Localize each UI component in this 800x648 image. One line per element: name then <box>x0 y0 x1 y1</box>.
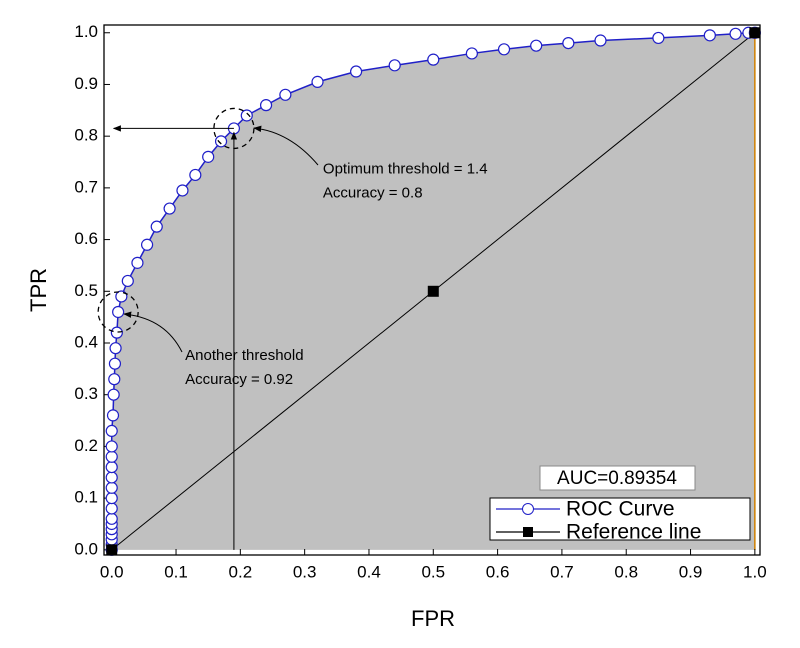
marker <box>214 135 228 148</box>
marker <box>108 373 121 386</box>
marker <box>105 424 118 438</box>
marker <box>176 184 189 197</box>
legend-marker <box>523 527 533 537</box>
x-tick-label: 0.9 <box>679 562 703 581</box>
marker <box>105 450 118 463</box>
marker <box>427 53 440 66</box>
y-tick-label: 0.7 <box>74 177 98 196</box>
marker <box>652 31 665 45</box>
marker <box>108 357 122 370</box>
x-tick-label: 1.0 <box>743 562 767 581</box>
marker <box>112 305 125 319</box>
marker <box>105 502 118 515</box>
marker <box>562 36 575 50</box>
y-tick-label: 0.4 <box>74 332 98 351</box>
x-tick-label: 0.5 <box>421 562 445 581</box>
marker <box>105 481 118 494</box>
x-tick-label: 0.6 <box>486 562 510 581</box>
marker <box>703 29 716 42</box>
y-tick-label: 0.0 <box>74 539 98 558</box>
legend-label: Reference line <box>566 521 701 544</box>
marker <box>388 59 401 72</box>
marker <box>121 274 134 288</box>
annotation-text: Accuracy = 0.8 <box>323 184 423 201</box>
marker <box>109 342 122 355</box>
marker <box>279 88 292 101</box>
marker <box>105 492 118 505</box>
marker <box>189 168 202 182</box>
marker <box>427 285 439 297</box>
highlight-circle <box>97 291 139 333</box>
annotation-text: Another threshold <box>185 347 303 364</box>
auc-box <box>539 465 696 491</box>
x-axis-label: FPR <box>411 606 455 631</box>
annotation-text: Accuracy = 0.92 <box>185 371 293 388</box>
marker <box>749 27 761 39</box>
marker <box>259 99 273 112</box>
marker <box>131 256 144 269</box>
x-tick-label: 0.2 <box>229 562 253 581</box>
x-tick-label: 0.4 <box>357 562 381 581</box>
marker <box>107 388 120 401</box>
annotation-arrow <box>253 125 319 166</box>
marker <box>729 27 742 40</box>
marker <box>105 512 118 525</box>
marker <box>140 238 154 251</box>
legend-marker <box>522 503 534 515</box>
plot-frame <box>103 24 761 556</box>
y-tick-label: 1.0 <box>74 22 98 41</box>
x-tick-label: 0.7 <box>550 562 574 581</box>
marker <box>497 43 511 56</box>
annotation-text: Optimum threshold = 1.4 <box>323 160 488 177</box>
auc-label: AUC=0.89354 <box>557 468 677 489</box>
legend-label: ROC Curve <box>566 498 675 521</box>
legend-box <box>489 497 751 541</box>
marker <box>115 290 128 303</box>
y-tick-label: 0.2 <box>74 436 98 455</box>
y-tick-label: 0.9 <box>74 74 98 93</box>
marker <box>105 460 118 474</box>
y-tick-label: 0.8 <box>74 126 98 145</box>
y-tick-label: 0.5 <box>74 281 98 300</box>
y-axis-label: TPR <box>26 268 51 312</box>
marker <box>105 440 118 453</box>
x-tick-label: 0.3 <box>293 562 317 581</box>
marker <box>311 75 324 88</box>
marker <box>240 109 253 122</box>
x-tick-label: 0.8 <box>614 562 638 581</box>
marker <box>202 150 215 163</box>
marker <box>150 220 163 233</box>
y-tick-label: 0.3 <box>74 384 98 403</box>
marker <box>106 409 120 422</box>
marker <box>465 47 478 60</box>
marker <box>106 544 118 556</box>
marker <box>530 39 543 52</box>
x-tick-label: 0.1 <box>164 562 188 581</box>
y-tick-label: 0.1 <box>74 488 98 507</box>
y-tick-label: 0.6 <box>74 229 98 248</box>
annotation-arrow <box>123 311 183 353</box>
marker <box>105 471 118 484</box>
x-tick-label: 0.0 <box>100 562 124 581</box>
marker <box>163 202 176 215</box>
marker <box>110 326 123 339</box>
marker <box>350 65 363 78</box>
marker <box>594 34 607 47</box>
